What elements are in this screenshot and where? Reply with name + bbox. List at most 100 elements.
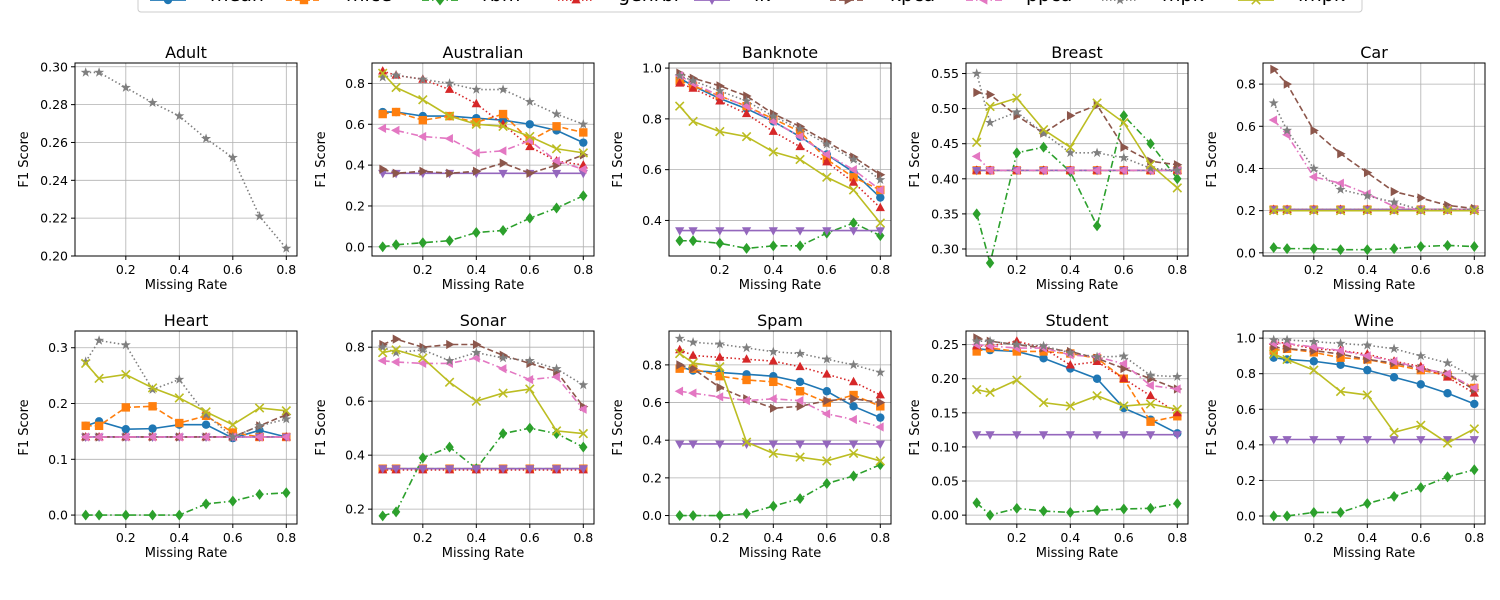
data-point-mice (175, 418, 184, 428)
data-point-mpk (1092, 351, 1103, 362)
data-point-rbm (1092, 220, 1102, 232)
data-point-lk (1038, 431, 1049, 440)
y-tick-label: 1.0 (1236, 331, 1256, 346)
data-point-mpk (1308, 163, 1319, 173)
y-tick-label: 0.1 (48, 452, 68, 467)
data-point-impk (1469, 205, 1480, 216)
subplot-car: 0.2 0.4 0.6 0.8 0.0 0.2 0.4 0.6 0.8 Car Missing Ra… (1205, 43, 1486, 293)
x-tick-label: 0.2 (116, 262, 136, 277)
data-point-impk (822, 172, 832, 183)
y-axis-label: F1 Score (908, 399, 923, 455)
data-point-kpca (1120, 142, 1129, 152)
y-tick-label: 0.8 (642, 111, 662, 126)
x-axis-label: Missing Rate (1333, 546, 1415, 561)
data-point-impk (985, 101, 995, 112)
data-point-mice (1012, 347, 1022, 356)
data-point-mpk (391, 347, 402, 357)
data-point-mpk (1118, 152, 1129, 162)
data-point-mpk (1118, 350, 1129, 361)
data-point-mpk (1469, 204, 1480, 214)
plot-area (971, 333, 1183, 521)
data-point-mpk (674, 70, 685, 80)
data-point-impk (578, 428, 589, 439)
data-point-impk (1012, 93, 1022, 103)
subplot-spam: 0.2 0.4 0.6 0.8 0.0 0.2 0.4 0.6 0.8 Spam Missing R… (611, 311, 892, 561)
data-point-ppca (94, 432, 103, 442)
data-point-lk (551, 465, 562, 474)
data-point-impk (768, 147, 779, 157)
axes-frame (74, 330, 298, 525)
data-point-genrbi (768, 356, 778, 365)
y-tick-label: 0.0 (1236, 508, 1256, 523)
data-point-mice (81, 421, 90, 431)
data-point-genrbi (822, 369, 832, 378)
data-point-rbm (795, 493, 805, 505)
data-point-rbm (552, 202, 561, 214)
subplot-student: 0.2 0.4 0.6 0.8 0.00 0.05 0.10 0.15 0.20 0.25 Stud… (908, 311, 1189, 561)
y-tick-label: 0.2 (48, 396, 68, 411)
data-point-mpk (147, 97, 158, 107)
data-point-rbm (1173, 173, 1182, 185)
data-point-mpk (551, 363, 562, 374)
series-line-rbm (975, 114, 1178, 264)
series-line-ppca (976, 155, 1178, 172)
data-point-rbm (378, 241, 387, 253)
data-point-mice (769, 377, 778, 387)
data-point-rbm (418, 237, 428, 249)
data-point-impk (391, 82, 401, 93)
data-point-ppca (674, 386, 684, 396)
data-point-kpca (1337, 149, 1346, 159)
data-point-impk (1012, 375, 1022, 385)
y-tick-label: 0.6 (345, 394, 365, 409)
data-point-impk (281, 406, 292, 416)
data-point-mice (1146, 417, 1155, 426)
y-tick-label: 0.4 (345, 158, 365, 173)
data-point-kpca (850, 394, 859, 404)
data-point-mice (121, 403, 131, 412)
y-tick-label: 0.4 (642, 433, 662, 448)
data-point-impk (848, 448, 859, 459)
data-point-mean (201, 420, 211, 429)
data-point-impk (1172, 404, 1183, 415)
data-point-ppca (795, 396, 804, 406)
x-tick-label: 0.4 (169, 530, 189, 545)
x-tick-label: 0.4 (763, 262, 783, 277)
data-point-mpk (254, 211, 265, 221)
data-point-mpk (1335, 338, 1346, 348)
legend-frame (137, 0, 1363, 13)
data-point-kpca (689, 364, 699, 374)
data-point-ppca (391, 357, 400, 367)
axes-frame (371, 62, 595, 257)
data-point-rbm (1309, 506, 1319, 518)
data-point-rbm (1416, 482, 1426, 493)
data-point-lk (972, 431, 982, 440)
data-point-impk (1362, 390, 1373, 400)
data-point-lk (875, 227, 885, 236)
subplot-heart: 0.2 0.4 0.6 0.8 0.0 0.1 0.2 0.3 Heart Missing Rat… (17, 311, 298, 561)
data-point-mpk (875, 367, 886, 377)
data-point-lk (715, 227, 725, 236)
data-point-kpca (743, 91, 752, 101)
series-line-ppca (1273, 119, 1475, 211)
legend-marker-mean (163, 0, 173, 5)
y-tick-label: 0.6 (345, 117, 365, 132)
data-point-genrbi (848, 177, 859, 186)
x-tick-label: 0.8 (573, 530, 593, 545)
data-point-impk (525, 131, 535, 142)
data-point-rbm (579, 190, 588, 202)
y-tick-label: 0.6 (642, 162, 662, 177)
x-tick-label: 0.8 (870, 262, 890, 277)
series-line-rbm (382, 195, 584, 248)
axes-frame (668, 330, 892, 525)
data-point-ppca (498, 146, 507, 156)
data-point-mice (498, 109, 508, 119)
data-point-rbm (228, 495, 238, 507)
data-point-mpk (848, 359, 859, 370)
data-point-kpca (1283, 344, 1293, 354)
y-axis-label: F1 Score (1205, 399, 1220, 455)
data-point-mpk (1268, 334, 1279, 345)
y-tick-label: 0.2 (345, 198, 365, 213)
data-point-mpk (688, 75, 699, 86)
data-point-lk (675, 227, 685, 236)
data-point-lk (444, 465, 455, 474)
